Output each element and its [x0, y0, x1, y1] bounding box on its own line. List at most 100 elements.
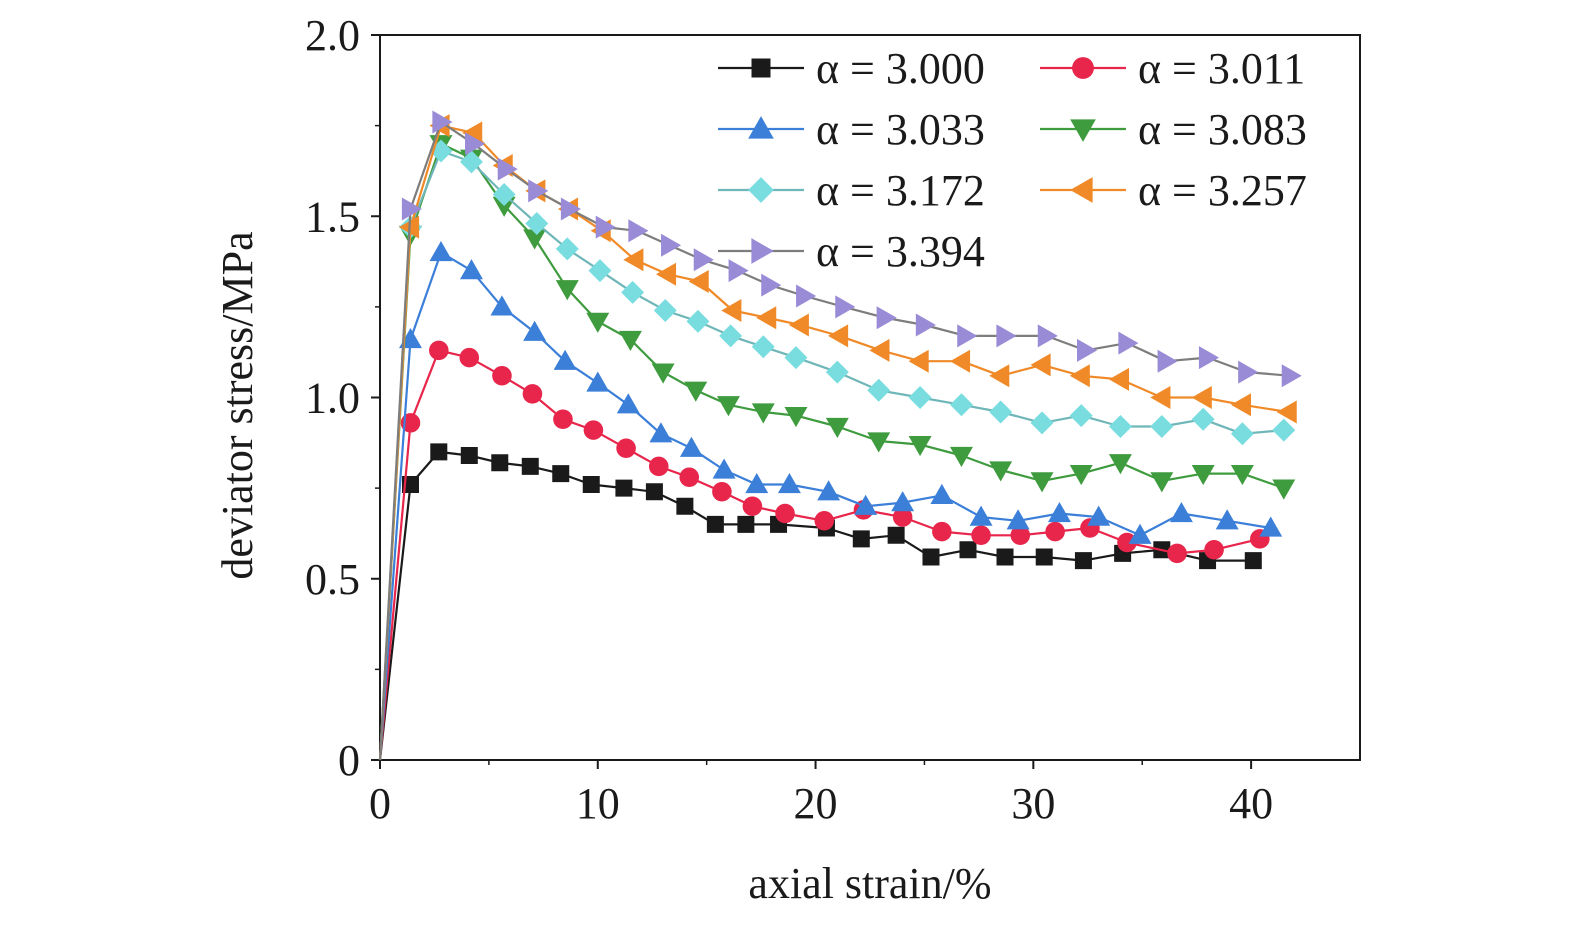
data-point	[1117, 532, 1137, 553]
data-point	[1030, 411, 1054, 435]
data-point	[1276, 400, 1297, 424]
data-point	[401, 197, 422, 221]
data-point	[989, 364, 1010, 388]
data-point	[679, 436, 703, 457]
data-point	[492, 365, 512, 386]
data-point	[1198, 346, 1220, 370]
data-point	[959, 541, 977, 559]
y-tick-label: 1.5	[305, 192, 360, 241]
legend-marker	[1070, 119, 1096, 142]
data-point	[775, 503, 795, 524]
series-3-394	[378, 110, 1302, 761]
data-point	[679, 467, 700, 488]
legend-label: α = 3.394	[816, 227, 985, 276]
series-3-172	[378, 139, 1296, 761]
legend-item: α = 3.172	[718, 166, 985, 215]
data-point	[1215, 509, 1239, 530]
data-point	[628, 219, 649, 243]
data-point	[957, 324, 978, 348]
data-point	[716, 396, 740, 417]
data-point	[1244, 552, 1262, 570]
data-point	[522, 384, 543, 404]
data-point	[1167, 543, 1187, 564]
data-point	[825, 417, 849, 438]
y-tick-label: 2.0	[305, 11, 360, 60]
data-point	[1230, 465, 1254, 486]
data-point	[989, 400, 1013, 424]
data-point	[429, 340, 449, 361]
data-point	[908, 349, 929, 373]
data-point	[459, 150, 483, 174]
legend-label: α = 3.257	[1138, 166, 1307, 215]
legend-item: α = 3.257	[1040, 166, 1307, 215]
legend-marker	[1070, 177, 1093, 203]
x-tick-label: 40	[1229, 779, 1273, 828]
data-point	[867, 378, 891, 402]
data-point	[721, 299, 742, 322]
data-point	[1150, 472, 1174, 493]
data-point	[523, 320, 547, 341]
legend-item: α = 3.033	[718, 105, 985, 154]
y-axis: 0 0.5 1.0 1.5 2.0	[305, 11, 380, 785]
x-axis: 0 10 20 30 40	[369, 760, 1273, 828]
legend-label: α = 3.000	[816, 44, 985, 93]
data-point	[996, 324, 1017, 348]
data-point	[1047, 502, 1071, 523]
legend-marker	[748, 116, 774, 139]
x-axis-label: axial strain/%	[748, 859, 991, 908]
data-point	[1087, 505, 1111, 526]
data-point	[1076, 338, 1098, 362]
data-point	[1169, 502, 1193, 523]
data-point	[867, 432, 891, 453]
data-point	[661, 233, 682, 257]
data-point	[1118, 331, 1139, 355]
data-point	[432, 110, 453, 134]
data-point	[553, 349, 577, 370]
x-tick-label: 30	[1011, 779, 1055, 828]
series-line	[378, 142, 1285, 761]
data-point	[712, 481, 732, 502]
data-point	[623, 248, 644, 272]
data-point	[719, 324, 743, 348]
legend-item: α = 3.394	[718, 227, 985, 276]
data-point	[693, 248, 714, 272]
data-point	[1230, 393, 1252, 417]
data-point	[706, 515, 724, 533]
data-point	[1037, 324, 1058, 348]
data-point	[528, 179, 549, 203]
data-point	[1230, 422, 1254, 446]
data-point	[618, 330, 642, 351]
data-point	[728, 259, 749, 283]
data-point	[684, 381, 708, 402]
data-point	[429, 241, 453, 262]
x-tick-label: 20	[794, 779, 838, 828]
data-point	[1191, 465, 1215, 486]
data-point	[492, 196, 516, 217]
series-3-033	[378, 241, 1283, 761]
data-point	[1272, 418, 1296, 442]
data-point	[745, 473, 769, 494]
data-point	[616, 393, 640, 414]
data-point	[1238, 360, 1259, 384]
legend-label: α = 3.083	[1138, 105, 1307, 154]
y-tick-label: 0.5	[305, 555, 360, 604]
legend-marker	[748, 177, 774, 203]
data-point	[835, 295, 856, 319]
data-point	[1157, 349, 1178, 373]
data-point	[949, 349, 971, 373]
data-point	[828, 324, 849, 348]
data-point	[756, 306, 777, 330]
data-point	[1074, 552, 1092, 570]
data-point	[1010, 525, 1031, 546]
data-point	[523, 229, 547, 250]
legend-label: α = 3.172	[816, 166, 985, 215]
data-point	[430, 443, 448, 461]
data-point	[648, 456, 669, 477]
data-point	[777, 473, 801, 494]
data-point	[761, 273, 782, 297]
data-point	[645, 483, 663, 501]
x-tick-label: 0	[369, 779, 391, 828]
data-point	[586, 312, 610, 333]
data-point	[989, 461, 1013, 482]
